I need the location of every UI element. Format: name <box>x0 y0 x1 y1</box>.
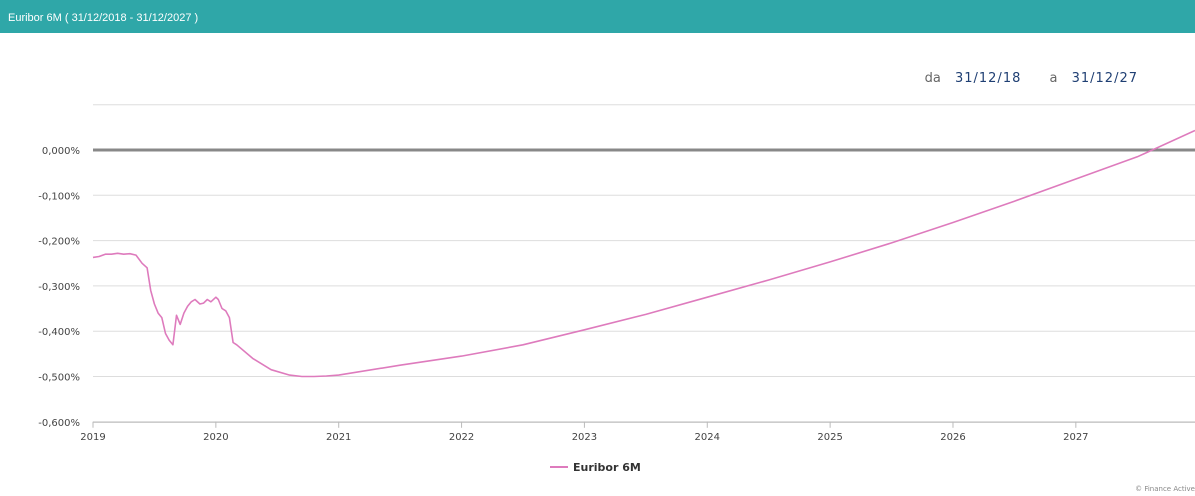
y-tick-label: -0,400% <box>38 327 80 338</box>
x-axis: 2019 2020 2021 2022 2023 2024 2025 2026 2027 <box>80 421 1195 443</box>
x-tick-label: 2019 <box>80 432 105 443</box>
chart-title-bar: Euribor 6M ( 31/12/2018 - 31/12/2027 ) <box>0 0 1195 33</box>
line-chart: 0,000% -0,100% -0,200% -0,300% -0,400% -0,500… <box>38 104 1195 443</box>
x-tick-label: 2022 <box>449 432 474 443</box>
x-tick-label: 2020 <box>203 432 228 443</box>
x-tick-label: 2021 <box>326 432 351 443</box>
range-from-input[interactable]: 31/12/18 <box>954 71 1022 86</box>
grid-lines <box>93 104 1195 423</box>
legend-label: Euribor 6M <box>573 461 641 474</box>
y-tick-label: 0,000% <box>42 146 80 157</box>
range-to-input[interactable]: 31/12/27 <box>1071 71 1138 86</box>
y-tick-label: -0,100% <box>38 191 80 202</box>
x-tick-label: 2025 <box>817 432 842 443</box>
legend[interactable]: Euribor 6M <box>550 461 641 474</box>
credit-text: © Finance Active <box>1135 485 1195 493</box>
range-from-label: da <box>924 71 941 86</box>
x-tick-label: 2024 <box>695 432 720 443</box>
y-tick-label: -0,300% <box>38 282 80 293</box>
x-tick-label: 2023 <box>572 432 597 443</box>
date-range: da 31/12/18 a 31/12/27 <box>915 71 1152 86</box>
y-tick-label: -0,200% <box>38 237 80 248</box>
range-to-label: a <box>1049 71 1058 86</box>
series-layer <box>92 129 1195 378</box>
chart-title: Euribor 6M ( 31/12/2018 - 31/12/2027 ) <box>8 12 199 24</box>
y-tick-label: -0,500% <box>38 373 80 384</box>
legend-swatch <box>550 466 568 468</box>
y-tick-label: -0,600% <box>38 418 80 429</box>
x-tick-label: 2027 <box>1063 432 1088 443</box>
series-line-euribor-6m[interactable] <box>92 129 1195 378</box>
y-axis: 0,000% -0,100% -0,200% -0,300% -0,400% -0,500… <box>38 146 80 429</box>
x-tick-label: 2026 <box>940 432 965 443</box>
